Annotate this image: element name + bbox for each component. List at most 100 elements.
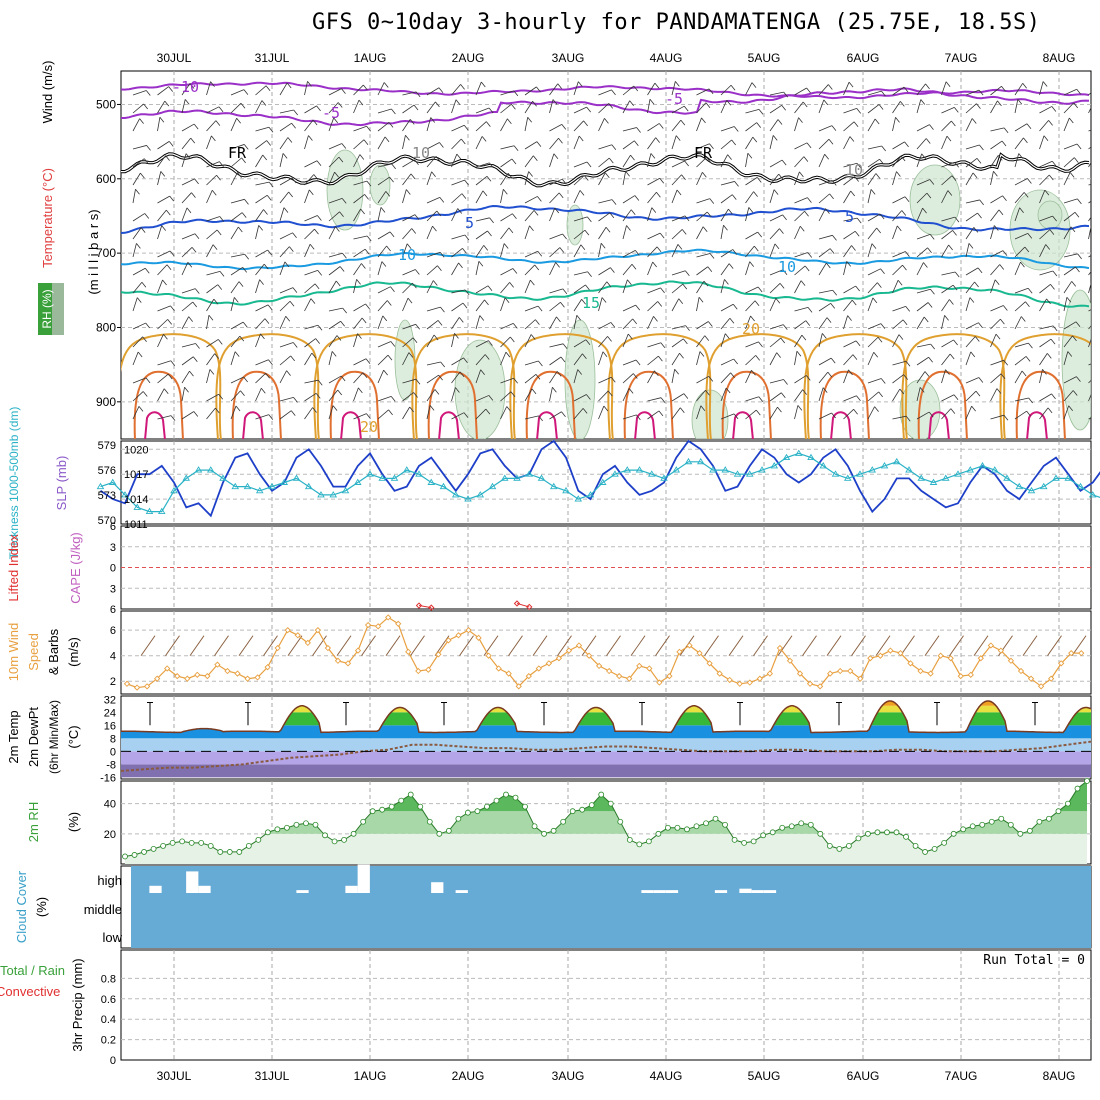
wind-barb-flag xyxy=(209,369,215,375)
wind-barb xyxy=(255,209,264,222)
wind-speed-point xyxy=(364,621,372,629)
wind-barb-flag xyxy=(976,103,981,109)
wind10m-barb xyxy=(1022,635,1038,656)
wind-barb xyxy=(720,279,725,294)
wind-barb-flag xyxy=(513,377,518,384)
wind-barb xyxy=(500,377,514,384)
wind-barb xyxy=(524,101,533,114)
wind-barb xyxy=(892,141,905,150)
wind-barb-flag xyxy=(684,215,690,222)
wind-barb xyxy=(720,100,728,114)
wind-barb-flag xyxy=(582,408,588,414)
wind-barb xyxy=(1039,284,1051,294)
wind-barb-flag xyxy=(1051,106,1057,112)
wind-barb xyxy=(500,351,507,366)
wind-barb xyxy=(622,225,627,240)
wind-barb xyxy=(255,249,268,258)
wind-barb xyxy=(818,333,823,348)
wind-barb xyxy=(916,387,921,402)
wind10m-barb xyxy=(287,635,303,656)
wind-barb-flag xyxy=(776,352,781,358)
wind-barb-flag xyxy=(900,101,905,107)
thickness-point xyxy=(880,462,889,469)
wind-barb-flag xyxy=(557,83,563,89)
wind-speed-point xyxy=(555,655,563,662)
wind-barb-flag xyxy=(660,287,665,294)
wind-barb xyxy=(328,266,341,276)
wind10m-barb xyxy=(336,635,352,656)
wind10m-barb xyxy=(1047,635,1062,656)
wind-barb-flag xyxy=(899,388,905,395)
wind-barb xyxy=(181,207,188,222)
wind-barb-flag xyxy=(758,396,764,402)
dewpoint-line xyxy=(120,740,1092,772)
rh-point xyxy=(1074,785,1081,792)
wind-barb-flag xyxy=(562,343,568,350)
wind-barb-flag xyxy=(1076,88,1082,95)
wind-barb xyxy=(916,83,926,96)
wind-barb xyxy=(181,192,192,204)
wind-barb-flag xyxy=(609,212,615,219)
wind-barb xyxy=(377,163,392,168)
wind-barb-flag xyxy=(234,351,240,357)
wind-barb xyxy=(965,390,977,402)
wind-barb xyxy=(965,172,974,186)
wind-barb-flag xyxy=(365,358,371,365)
wind-barb-flag xyxy=(658,410,664,417)
contour-30 xyxy=(340,411,362,439)
date-label-bottom: 8AUG xyxy=(1043,1069,1076,1083)
wind-barb-flag xyxy=(558,192,564,199)
wind-barb xyxy=(965,243,970,258)
wind-barb xyxy=(328,405,334,420)
rh-point xyxy=(674,824,681,831)
wind-barb-flag xyxy=(1042,81,1048,87)
wind-barb xyxy=(157,195,170,204)
wind-barb xyxy=(916,138,927,150)
wind-barb-flag xyxy=(628,388,634,394)
wind-barb xyxy=(720,194,733,204)
wind-barb-flag xyxy=(331,351,337,357)
wind-barb xyxy=(353,125,367,132)
wind-barb-flag xyxy=(1068,117,1074,124)
wind-barb xyxy=(475,217,490,222)
wind-barb-flag xyxy=(973,227,979,233)
rh-point xyxy=(312,821,319,828)
thickness-point xyxy=(1027,486,1036,494)
wind-barb xyxy=(720,372,731,384)
wind-barb xyxy=(377,315,384,330)
wind-barb xyxy=(181,387,185,402)
wind-tick: 4 xyxy=(110,651,116,663)
wind-barb-flag xyxy=(503,243,509,249)
wind-barb xyxy=(696,389,706,402)
contour-25 xyxy=(231,370,282,439)
wind-barb xyxy=(671,298,680,312)
wind-barb-flag xyxy=(877,336,883,343)
wind-barb xyxy=(1014,83,1024,96)
wind-barb-flag xyxy=(358,99,364,106)
wind10m-barb xyxy=(238,635,254,656)
wind-barb xyxy=(1063,157,1075,168)
rh-point xyxy=(1084,778,1090,784)
wind-speed-point xyxy=(324,644,332,652)
li-tick: 3 xyxy=(110,542,116,554)
wind-barb-flag xyxy=(460,84,465,90)
wind-barb xyxy=(353,279,357,294)
wind-barb xyxy=(475,395,490,402)
contour-20 xyxy=(215,333,320,439)
wind-barb-flag xyxy=(464,234,470,241)
wind-barb xyxy=(377,245,387,258)
wind-barb xyxy=(696,88,710,96)
wind-barb xyxy=(353,387,359,402)
wind-barb-flag xyxy=(929,234,935,240)
rh-point xyxy=(388,803,395,810)
rh-tick: 40 xyxy=(104,799,116,811)
wind-barb-flag xyxy=(705,390,710,396)
wind-barb xyxy=(647,246,658,258)
wind-barb-flag xyxy=(507,118,512,125)
wind-barb-flag xyxy=(611,144,617,150)
wind-barb-flag xyxy=(389,176,394,183)
wind-barb-flag xyxy=(440,306,445,313)
wind-barb-flag xyxy=(1068,405,1073,412)
wind-barb xyxy=(255,373,266,384)
wind-barb-flag xyxy=(854,176,859,182)
